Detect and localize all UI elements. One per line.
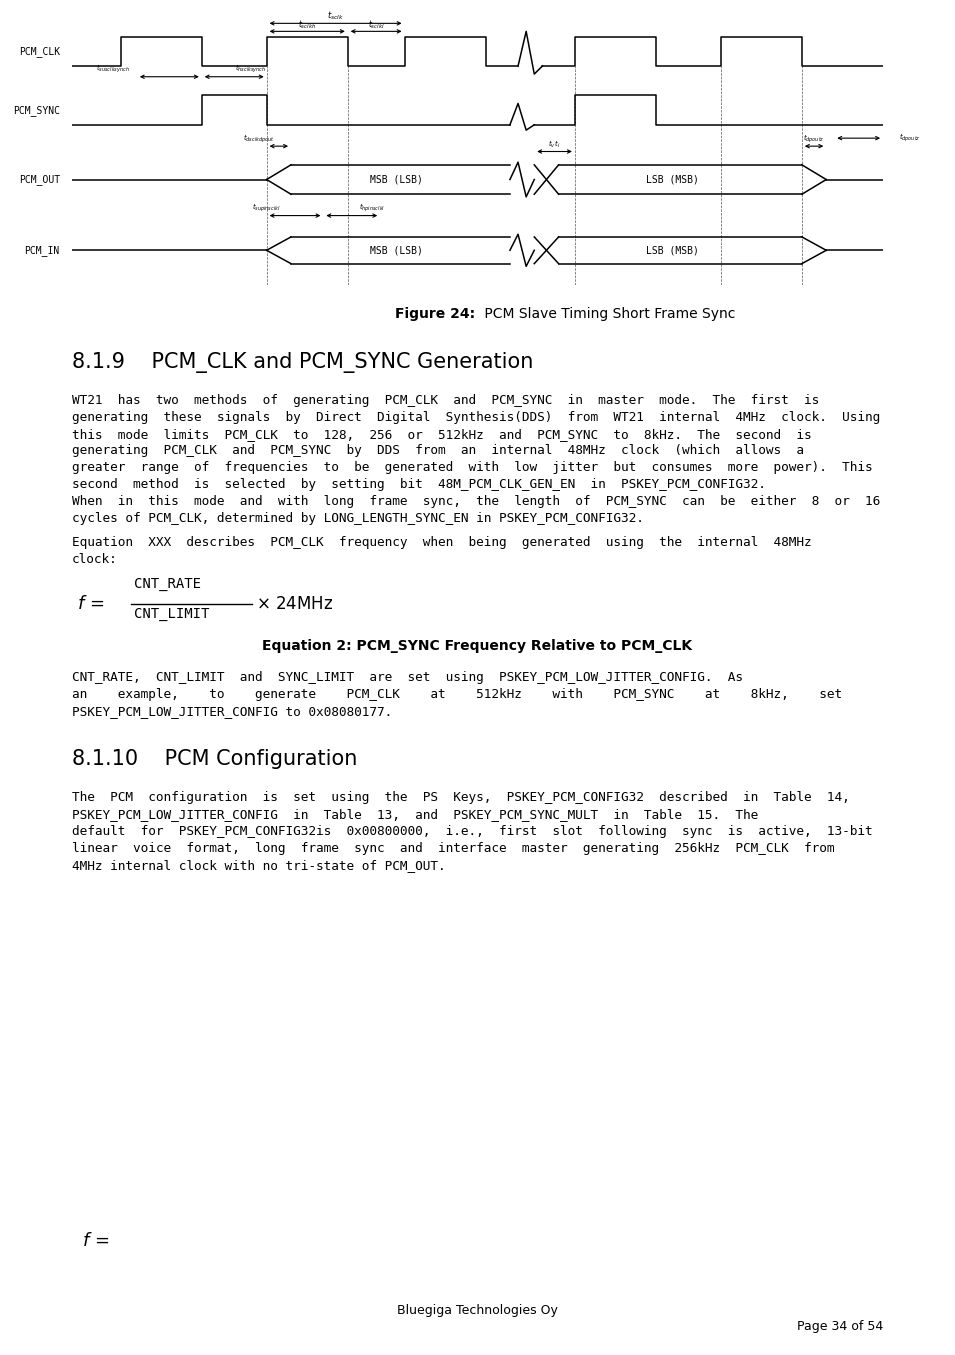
Text: $t_{supinsclkl}$: $t_{supinsclkl}$ — [252, 202, 281, 214]
Text: this  mode  limits  PCM_CLK  to  128,  256  or  512kHz  and  PCM_SYNC  to  8kHz.: this mode limits PCM_CLK to 128, 256 or … — [72, 428, 812, 440]
Text: $t_v\,t_i$: $t_v\,t_i$ — [548, 140, 562, 150]
Text: linear  voice  format,  long  frame  sync  and  interface  master  generating  2: linear voice format, long frame sync and… — [72, 841, 835, 855]
Text: When  in  this  mode  and  with  long  frame  sync,  the  length  of  PCM_SYNC  : When in this mode and with long frame sy… — [72, 495, 881, 508]
Text: an    example,    to    generate    PCM_CLK    at    512kHz    with    PCM_SYNC : an example, to generate PCM_CLK at 512kH… — [72, 688, 842, 701]
Text: PCM_OUT: PCM_OUT — [19, 173, 60, 186]
Text: $t_{susclksynch}$: $t_{susclksynch}$ — [96, 62, 130, 76]
Text: $t_{hsclksynch}$: $t_{hsclksynch}$ — [235, 62, 266, 76]
Text: $f\,=$: $f\,=$ — [77, 595, 105, 612]
Text: WT21  has  two  methods  of  generating  PCM_CLK  and  PCM_SYNC  in  master  mod: WT21 has two methods of generating PCM_C… — [72, 394, 819, 406]
Text: 8.1.9    PCM_CLK and PCM_SYNC Generation: 8.1.9 PCM_CLK and PCM_SYNC Generation — [72, 352, 534, 373]
Text: PCM_CLK: PCM_CLK — [19, 46, 60, 57]
Text: The  PCM  configuration  is  set  using  the  PS  Keys,  PSKEY_PCM_CONFIG32  des: The PCM configuration is set using the P… — [72, 791, 850, 805]
Text: PSKEY_PCM_LOW_JITTER_CONFIG to 0x08080177.: PSKEY_PCM_LOW_JITTER_CONFIG to 0x0808017… — [72, 705, 393, 718]
Text: $t_{dpoutz}$: $t_{dpoutz}$ — [900, 131, 921, 145]
Text: CNT_RATE: CNT_RATE — [134, 577, 201, 591]
Text: LSB (MSB): LSB (MSB) — [646, 175, 698, 184]
Text: MSB (LSB): MSB (LSB) — [370, 245, 423, 255]
Text: $t_{sclkh}$: $t_{sclkh}$ — [298, 18, 316, 31]
Text: $f\,=$: $f\,=$ — [82, 1232, 110, 1251]
Text: Equation 2: PCM_SYNC Frequency Relative to PCM_CLK: Equation 2: PCM_SYNC Frequency Relative … — [263, 640, 692, 653]
Text: $t_{hpinsclkl}$: $t_{hpinsclkl}$ — [359, 202, 385, 214]
Text: Page 34 of 54: Page 34 of 54 — [796, 1320, 883, 1333]
Text: 4MHz internal clock with no tri-state of PCM_OUT.: 4MHz internal clock with no tri-state of… — [72, 859, 446, 871]
Text: $t_{dpoutz}$: $t_{dpoutz}$ — [803, 133, 825, 145]
Text: greater  range  of  frequencies  to  be  generated  with  low  jitter  but  cons: greater range of frequencies to be gener… — [72, 461, 873, 474]
Text: CNT_RATE,  CNT_LIMIT  and  SYNC_LIMIT  are  set  using  PSKEY_PCM_LOW_JITTER_CON: CNT_RATE, CNT_LIMIT and SYNC_LIMIT are s… — [72, 671, 743, 684]
Text: cycles of PCM_CLK, determined by LONG_LENGTH_SYNC_EN in PSKEY_PCM_CONFIG32.: cycles of PCM_CLK, determined by LONG_LE… — [72, 512, 644, 524]
Text: 8.1.10    PCM Configuration: 8.1.10 PCM Configuration — [72, 749, 357, 770]
Text: PSKEY_PCM_LOW_JITTER_CONFIG  in  Table  13,  and  PSKEY_PCM_SYNC_MULT  in  Table: PSKEY_PCM_LOW_JITTER_CONFIG in Table 13,… — [72, 808, 758, 821]
Text: $\times$ 24MHz: $\times$ 24MHz — [256, 595, 333, 612]
Text: Figure 24:: Figure 24: — [395, 308, 476, 321]
Text: generating  PCM_CLK  and  PCM_SYNC  by  DDS  from  an  internal  48MHz  clock  (: generating PCM_CLK and PCM_SYNC by DDS f… — [72, 444, 804, 458]
Text: MSB (LSB): MSB (LSB) — [370, 175, 423, 184]
Text: $t_{sclkl}$: $t_{sclkl}$ — [368, 18, 385, 31]
Text: PCM_IN: PCM_IN — [25, 245, 60, 256]
Text: PCM Slave Timing Short Frame Sync: PCM Slave Timing Short Frame Sync — [479, 308, 735, 321]
Text: generating  these  signals  by  Direct  Digital  Synthesis(DDS)  from  WT21  int: generating these signals by Direct Digit… — [72, 411, 881, 424]
Text: Equation  XXX  describes  PCM_CLK  frequency  when  being  generated  using  the: Equation XXX describes PCM_CLK frequency… — [72, 537, 812, 549]
Text: clock:: clock: — [72, 553, 117, 566]
Text: LSB (MSB): LSB (MSB) — [646, 245, 698, 255]
Text: default  for  PSKEY_PCM_CONFIG32is  0x00800000,  i.e.,  first  slot  following  : default for PSKEY_PCM_CONFIG32is 0x00800… — [72, 825, 873, 837]
Text: $t_{dsclkdpout}$: $t_{dsclkdpout}$ — [243, 133, 274, 145]
Text: CNT_LIMIT: CNT_LIMIT — [134, 607, 209, 621]
Text: $t_{sclk}$: $t_{sclk}$ — [328, 9, 344, 22]
Text: PCM_SYNC: PCM_SYNC — [12, 104, 60, 115]
Text: second  method  is  selected  by  setting  bit  48M_PCM_CLK_GEN_EN  in  PSKEY_PC: second method is selected by setting bit… — [72, 478, 766, 491]
Text: Bluegiga Technologies Oy: Bluegiga Technologies Oy — [397, 1304, 558, 1317]
